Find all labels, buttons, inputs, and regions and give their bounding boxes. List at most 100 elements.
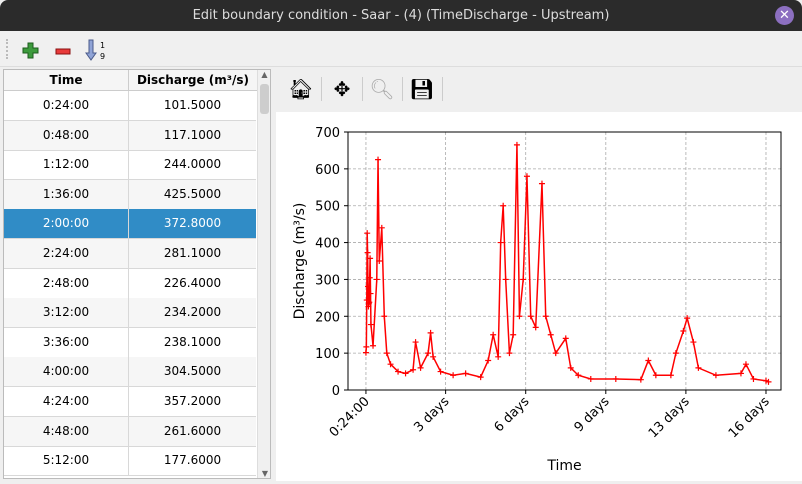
separator [362, 77, 363, 101]
time-cell[interactable]: 4:00:00 [4, 357, 129, 387]
data-point [542, 313, 549, 320]
y-axis-label: Discharge (m³/s) [292, 203, 308, 320]
toolbar-grip[interactable] [6, 39, 10, 59]
minus-icon [55, 48, 71, 55]
data-point [750, 375, 757, 382]
chart-panel: 🏠︎ ✥ 🔍︎ 💾︎ 0 100 200 300 400 500 600 700 0:24:00… [276, 69, 802, 481]
data-point [502, 276, 509, 283]
table-row[interactable]: 4:48:00 261.6000 [4, 416, 256, 447]
zoom-button[interactable]: 🔍︎ [367, 75, 397, 103]
discharge-cell[interactable]: 226.4000 [163, 275, 222, 290]
separator [321, 77, 322, 101]
discharge-cell[interactable]: 117.1000 [163, 127, 222, 142]
time-cell[interactable]: 4:24:00 [4, 387, 129, 416]
table-row[interactable]: 5:12:00 177.6000 [4, 446, 256, 477]
time-cell[interactable]: 1:12:00 [4, 150, 129, 180]
table-row[interactable]: 3:12:00 234.2000 [4, 298, 256, 329]
magnifier-icon: 🔍︎ [369, 77, 395, 101]
data-point [695, 364, 702, 371]
table-row[interactable]: 3:36:00 238.1000 [4, 327, 256, 358]
data-point [417, 364, 424, 371]
time-cell[interactable]: 2:00:00 [4, 209, 129, 239]
data-point [587, 375, 594, 382]
data-point [367, 321, 374, 328]
discharge-cell[interactable]: 244.0000 [163, 157, 222, 172]
discharge-cell[interactable]: 238.1000 [163, 334, 222, 349]
discharge-cell[interactable]: 234.2000 [163, 305, 222, 320]
discharge-cell[interactable]: 372.8000 [163, 216, 222, 231]
data-point [497, 239, 504, 246]
table-row[interactable]: 2:24:00 281.1000 [4, 239, 256, 269]
data-point [680, 328, 687, 335]
table-row[interactable]: 2:00:00 372.8000 [4, 209, 256, 240]
time-cell[interactable]: 5:12:00 [4, 446, 129, 476]
data-point [672, 350, 679, 357]
discharge-cell[interactable]: 101.5000 [163, 98, 222, 112]
discharge-cell[interactable]: 261.6000 [163, 423, 222, 438]
table-row[interactable]: 1:36:00 425.5000 [4, 179, 256, 210]
vertical-scrollbar[interactable]: ▲ ▼ [257, 70, 270, 478]
save-button[interactable]: 💾︎ [407, 75, 437, 103]
data-point [373, 276, 380, 283]
data-point [383, 350, 390, 357]
data-point [495, 353, 502, 360]
close-button[interactable]: ✕ [775, 6, 794, 25]
x-tick-label: 16 days [726, 394, 773, 441]
column-header-time[interactable]: Time [4, 70, 129, 91]
remove-row-button[interactable] [50, 37, 76, 61]
data-point [737, 370, 744, 377]
table-row[interactable]: 1:12:00 244.0000 [4, 150, 256, 181]
add-row-button[interactable] [18, 37, 44, 61]
data-point [378, 224, 385, 231]
time-cell[interactable]: 4:48:00 [4, 416, 129, 446]
y-tick-label: 500 [315, 200, 340, 215]
data-point [430, 353, 437, 360]
discharge-cell[interactable]: 425.5000 [163, 186, 222, 201]
plot-frame [347, 131, 782, 391]
time-cell[interactable]: 3:36:00 [4, 327, 129, 357]
time-cell[interactable]: 2:24:00 [4, 239, 129, 268]
time-cell[interactable]: 2:48:00 [4, 268, 129, 298]
discharge-cell[interactable]: 304.5000 [163, 364, 222, 379]
y-tick-label: 300 [315, 273, 340, 288]
data-point [667, 372, 674, 379]
discharge-cell[interactable]: 281.1000 [163, 246, 222, 260]
table-row[interactable]: 0:24:00 101.5000 [4, 91, 256, 121]
move-icon: ✥ [333, 77, 351, 101]
data-point [575, 372, 582, 379]
scroll-up-arrow[interactable]: ▲ [261, 70, 268, 79]
separator [442, 77, 443, 101]
time-cell[interactable]: 3:12:00 [4, 298, 129, 328]
data-point [532, 324, 539, 331]
window-title: Edit boundary condition - Saar - (4) (Ti… [192, 8, 610, 23]
data-point [477, 374, 484, 381]
data-point [490, 331, 497, 338]
data-point [538, 180, 545, 187]
table-row[interactable]: 4:00:00 304.5000 [4, 357, 256, 388]
series-markers [362, 141, 772, 385]
data-point [410, 366, 417, 373]
x-axis-label: Time [546, 458, 581, 474]
time-cell[interactable]: 0:24:00 [4, 91, 129, 120]
column-header-discharge[interactable]: Discharge (m³/s) [129, 70, 257, 91]
data-point [362, 349, 369, 356]
pan-button[interactable]: ✥ [327, 75, 357, 103]
table-row[interactable]: 2:48:00 226.4000 [4, 268, 256, 299]
data-point [500, 202, 507, 209]
discharge-cell[interactable]: 177.6000 [163, 453, 222, 468]
discharge-cell[interactable]: 357.2000 [163, 394, 222, 408]
time-cell[interactable]: 1:36:00 [4, 179, 129, 209]
x-tick-label: 0:24:00 [327, 394, 373, 440]
table-row[interactable]: 0:48:00 117.1000 [4, 120, 256, 151]
home-button[interactable]: 🏠︎ [286, 75, 316, 103]
data-point [450, 372, 457, 379]
scrollbar-thumb[interactable] [260, 84, 269, 114]
data-point [547, 331, 554, 338]
discharge-chart[interactable]: 0 100 200 300 400 500 600 700 0:24:00 3 days 6 day… [276, 112, 802, 481]
table-row[interactable]: 4:24:00 357.2000 [4, 387, 256, 417]
plot-navigation-toolbar: 🏠︎ ✥ 🔍︎ 💾︎ [276, 69, 802, 109]
scroll-down-arrow[interactable]: ▼ [261, 469, 269, 478]
time-cell[interactable]: 0:48:00 [4, 120, 129, 150]
